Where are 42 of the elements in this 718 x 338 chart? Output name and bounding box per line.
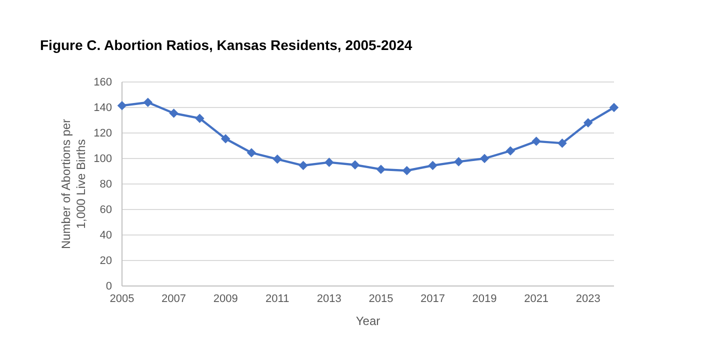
- point: [454, 157, 464, 166]
- point: [143, 98, 153, 108]
- y-tick-label: 40: [100, 230, 112, 242]
- y-tick-label: 20: [100, 255, 112, 268]
- point: [583, 118, 593, 128]
- point: [298, 160, 308, 170]
- x-tick-label: 2023: [576, 292, 600, 305]
- point: [195, 114, 204, 123]
- y-tick-label: 80: [100, 178, 112, 191]
- y-tick-label: 60: [100, 204, 112, 216]
- point: [402, 166, 412, 176]
- point: [220, 134, 230, 144]
- point: [558, 138, 567, 148]
- point: [480, 154, 490, 164]
- point: [376, 164, 386, 174]
- point: [532, 136, 541, 146]
- point: [609, 102, 619, 112]
- x-tick-label: 2021: [524, 292, 549, 305]
- y-tick-label: 160: [94, 76, 112, 89]
- x-tick-label: 2011: [266, 292, 290, 305]
- y-tick-label: 140: [94, 102, 112, 114]
- x-tick-label: 2015: [368, 292, 394, 305]
- chart-title: Figure C. Abortion Ratios, Kansas Residents, 2005-2024: [40, 37, 412, 53]
- point: [428, 160, 438, 170]
- point: [246, 148, 256, 158]
- point: [506, 146, 516, 156]
- y-tick-label: 0: [106, 280, 112, 293]
- y-axis-title: Number of Abortions per 1,000 Live Births: [59, 118, 88, 250]
- point: [324, 158, 334, 167]
- x-axis-title: Year: [356, 314, 380, 328]
- point: [117, 100, 127, 110]
- x-tick-label: 2019: [472, 292, 497, 305]
- x-tick-label: 2013: [316, 292, 342, 305]
- y-tick-label: 100: [94, 153, 112, 166]
- x-tick-label: 2009: [213, 292, 238, 305]
- y-tick-label: 120: [94, 128, 112, 140]
- point: [169, 108, 178, 118]
- x-tick-label: 2005: [110, 292, 134, 305]
- point: [350, 160, 360, 170]
- point: [272, 154, 282, 164]
- x-tick-label: 2007: [162, 292, 186, 305]
- x-tick-label: 2017: [420, 292, 445, 305]
